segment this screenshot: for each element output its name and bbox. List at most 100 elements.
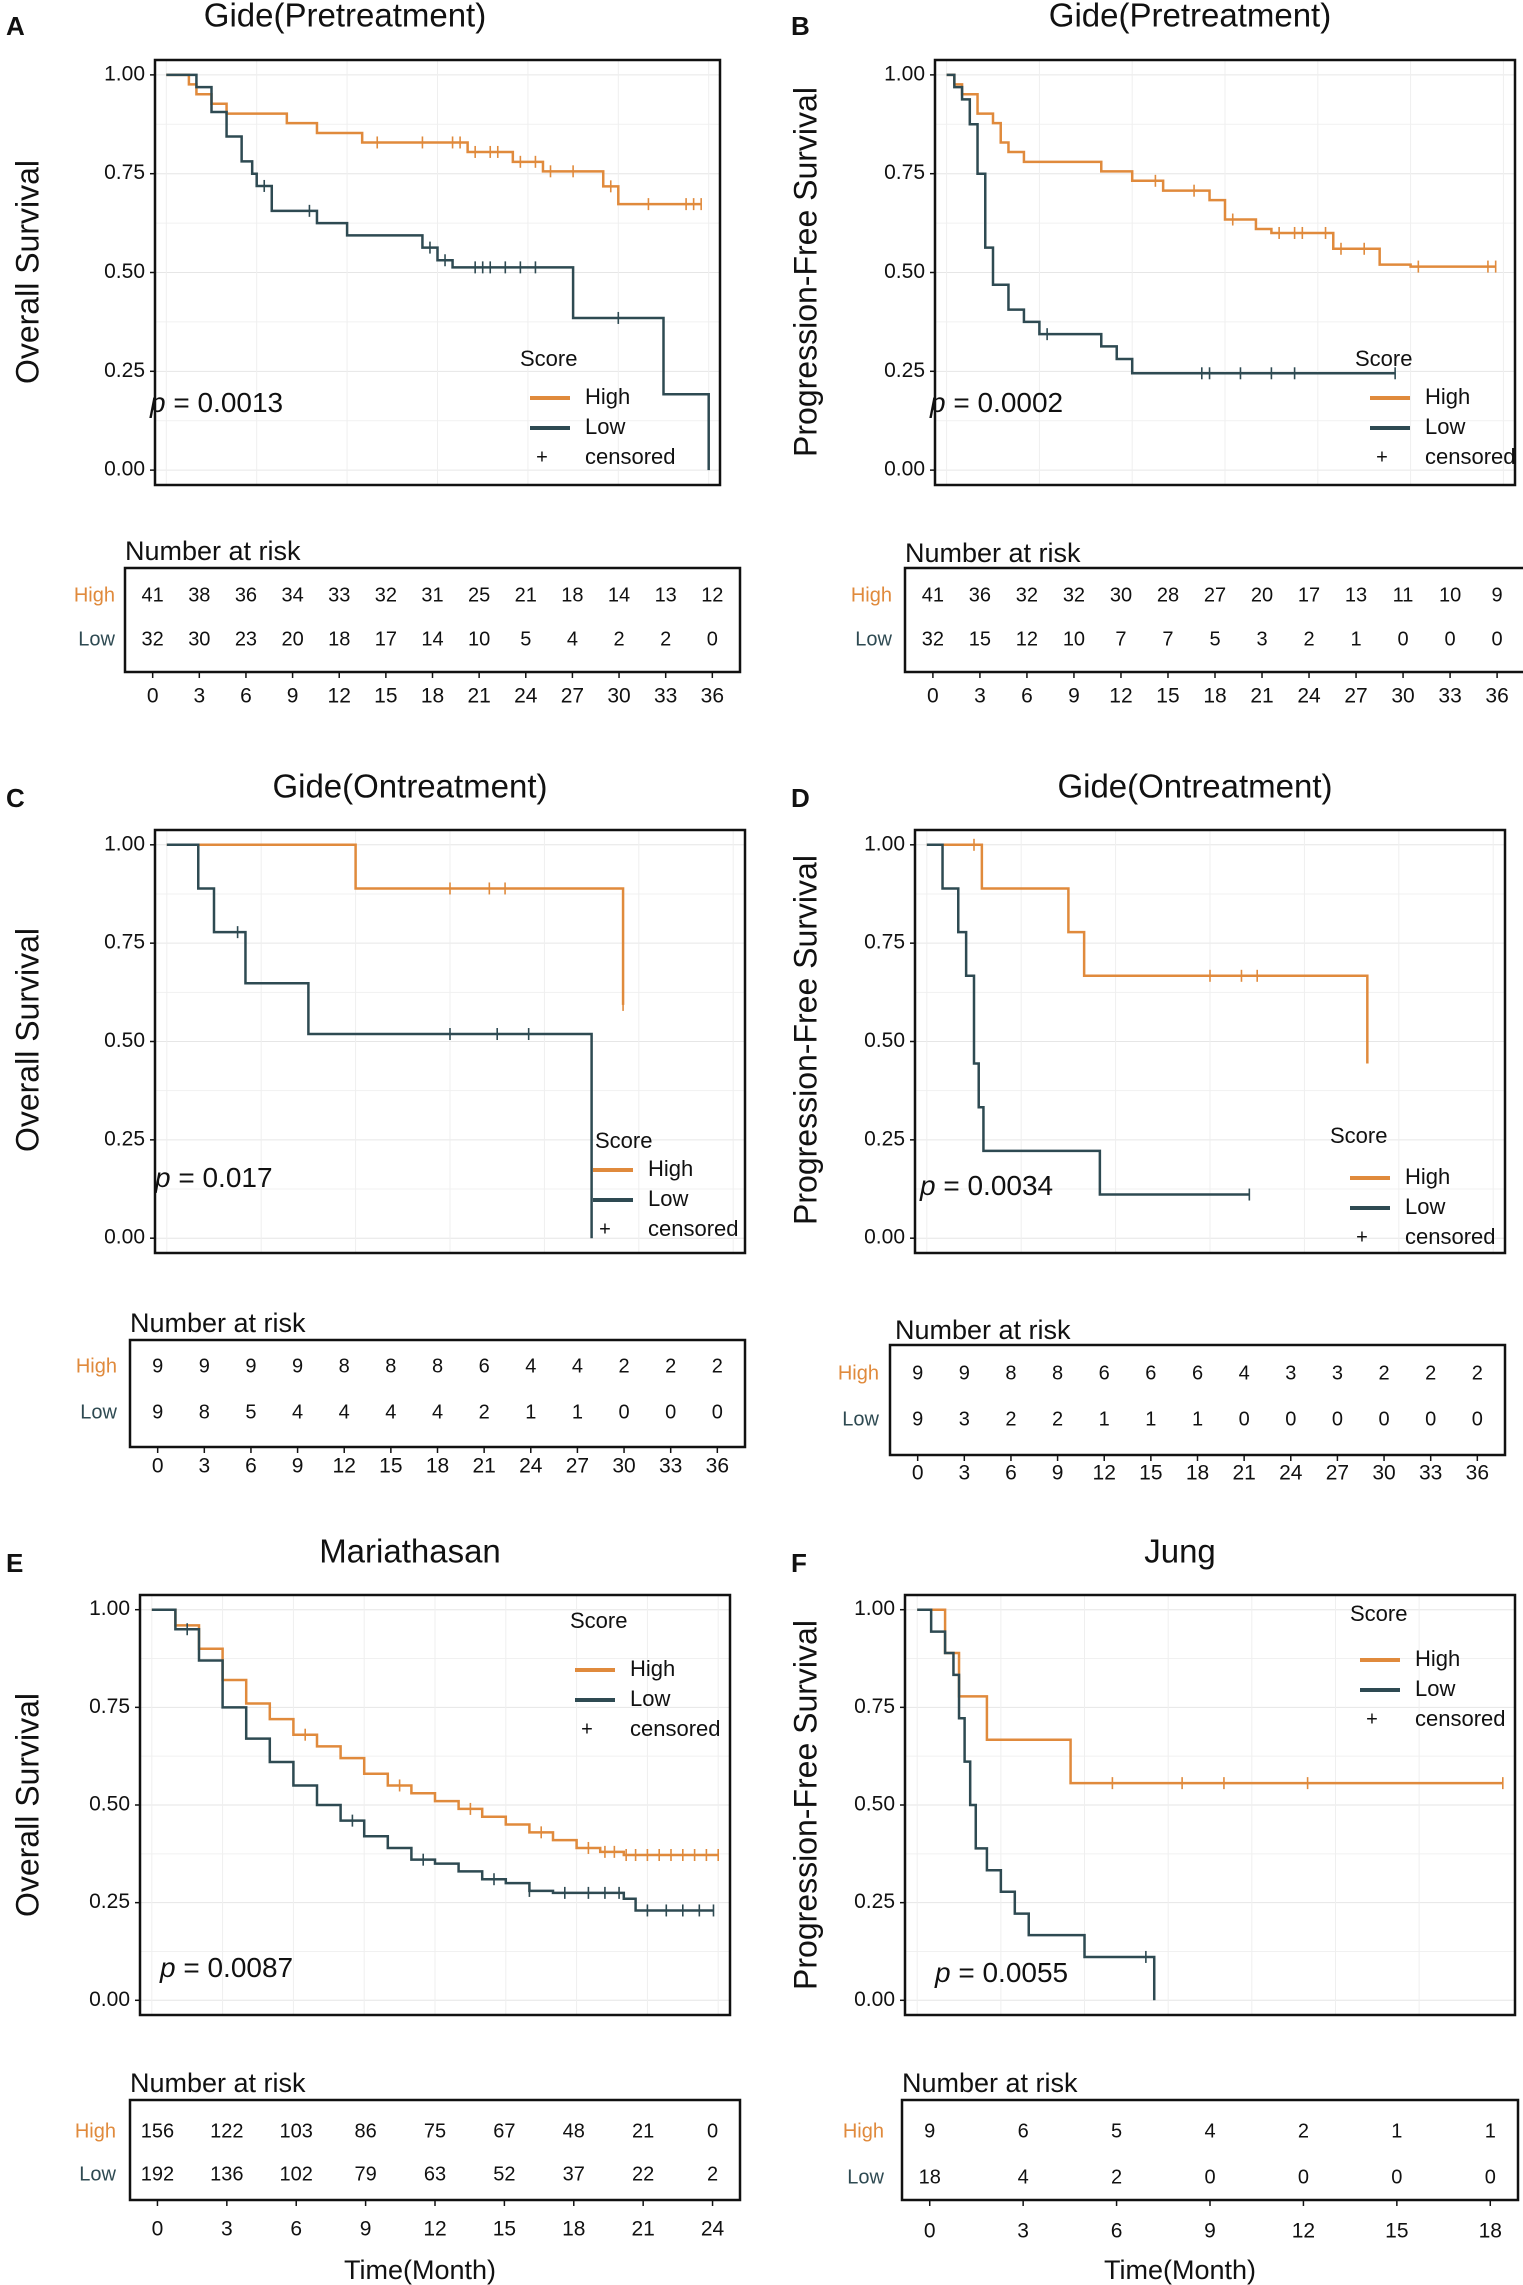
risk-count-low-d-10: 0	[1378, 1408, 1389, 1430]
risk-count-low-c-11: 0	[665, 1401, 676, 1423]
chart-title-e: Mariathasan	[319, 1533, 501, 1570]
x-tick-label-d-4: 12	[1093, 1462, 1116, 1485]
x-tick-label-c-8: 24	[519, 1455, 543, 1478]
risk-count-low-d-6: 1	[1192, 1408, 1203, 1430]
x-tick-label-c-6: 18	[426, 1455, 449, 1478]
risk-count-low-c-10: 0	[618, 1401, 629, 1423]
x-axis-label-e: Time(Month)	[344, 2255, 496, 2285]
risk-count-low-f-3: 0	[1204, 2166, 1215, 2188]
legend-title-f: Score	[1350, 1601, 1407, 1626]
x-tick-label-b-2: 6	[1021, 685, 1033, 708]
x-tick-label-b-7: 21	[1250, 685, 1273, 708]
panel-letter-d: D	[791, 783, 810, 813]
risk-count-low-d-4: 1	[1099, 1408, 1110, 1430]
y-axis-label-b: Progression-Free Survival	[787, 87, 823, 457]
risk-count-high-d-1: 9	[959, 1362, 970, 1384]
risk-count-high-a-8: 21	[515, 584, 537, 606]
risk-count-low-c-7: 2	[479, 1401, 490, 1423]
x-tick-label-a-6: 18	[421, 685, 444, 708]
x-tick-label-b-3: 9	[1068, 685, 1080, 708]
risk-count-low-b-7: 3	[1256, 628, 1267, 650]
x-tick-label-d-0: 0	[912, 1462, 924, 1485]
risk-title-a: Number at risk	[125, 536, 301, 566]
x-tick-label-c-9: 27	[566, 1455, 589, 1478]
x-tick-label-e-3: 9	[360, 2218, 372, 2241]
risk-count-low-b-3: 10	[1063, 628, 1085, 650]
panel-letter-c: C	[6, 783, 25, 813]
risk-count-high-f-4: 2	[1298, 2120, 1309, 2142]
risk-count-low-d-12: 0	[1472, 1408, 1483, 1430]
y-tick-label-b-4: 1.00	[884, 62, 925, 85]
risk-count-low-c-6: 4	[432, 1401, 443, 1423]
risk-count-high-d-4: 6	[1099, 1362, 1110, 1384]
x-tick-label-c-3: 9	[292, 1455, 304, 1478]
y-axis-label-e: Overall Survival	[9, 1693, 45, 1917]
risk-count-low-b-10: 0	[1398, 628, 1409, 650]
x-tick-label-b-6: 18	[1203, 685, 1226, 708]
x-tick-label-b-8: 24	[1297, 685, 1321, 708]
risk-count-high-f-2: 5	[1111, 2120, 1122, 2142]
y-axis-label-c: Overall Survival	[9, 928, 45, 1152]
x-tick-label-a-4: 12	[328, 685, 351, 708]
y-tick-label-f-2: 0.50	[854, 1793, 895, 1816]
x-tick-label-e-4: 12	[423, 2218, 446, 2241]
risk-count-low-a-2: 23	[235, 628, 257, 650]
chart-title-b: Gide(Pretreatment)	[1049, 0, 1331, 34]
risk-row-label-low-a: Low	[78, 628, 115, 650]
y-tick-label-d-1: 0.25	[864, 1127, 905, 1150]
x-tick-label-a-10: 30	[607, 685, 630, 708]
y-tick-label-c-2: 0.50	[104, 1029, 145, 1052]
x-tick-label-c-12: 36	[706, 1455, 729, 1478]
x-tick-label-b-10: 30	[1391, 685, 1414, 708]
risk-count-high-c-9: 4	[572, 1355, 583, 1377]
risk-count-low-b-1: 15	[969, 628, 991, 650]
risk-count-high-b-2: 32	[1016, 584, 1038, 606]
risk-count-low-e-6: 37	[563, 2163, 585, 2185]
risk-count-high-b-7: 20	[1251, 584, 1273, 606]
x-tick-label-f-1: 3	[1017, 2220, 1029, 2243]
x-tick-label-c-5: 15	[379, 1455, 402, 1478]
legend-label-censored-f: censored	[1415, 1706, 1506, 1731]
p-value-d: p = 0.0034	[919, 1170, 1053, 1201]
panel-letter-b: B	[791, 11, 810, 41]
risk-count-low-b-2: 12	[1016, 628, 1038, 650]
risk-count-high-e-1: 122	[210, 2120, 243, 2142]
risk-count-high-b-5: 28	[1157, 584, 1179, 606]
risk-count-low-d-0: 9	[912, 1408, 923, 1430]
legend-label-censored-b: censored	[1425, 444, 1516, 469]
risk-title-c: Number at risk	[130, 1308, 306, 1338]
km-curve-low-b	[946, 73, 1396, 375]
risk-count-low-c-12: 0	[712, 1401, 723, 1423]
risk-row-label-high-f: High	[843, 2120, 884, 2142]
risk-count-high-b-9: 13	[1345, 584, 1367, 606]
x-tick-label-d-5: 15	[1139, 1462, 1162, 1485]
risk-count-low-b-9: 1	[1350, 628, 1361, 650]
risk-count-high-e-4: 75	[424, 2120, 446, 2142]
risk-count-low-f-6: 0	[1485, 2166, 1496, 2188]
km-curve-low-c	[166, 843, 593, 1239]
risk-count-high-a-9: 18	[561, 584, 583, 606]
x-tick-label-f-4: 12	[1292, 2220, 1315, 2243]
x-tick-label-f-6: 18	[1479, 2220, 1502, 2243]
risk-row-label-high-b: High	[851, 584, 892, 606]
p-number-f: = 0.0055	[951, 1957, 1069, 1988]
x-tick-label-c-7: 21	[472, 1455, 495, 1478]
x-tick-label-d-11: 33	[1419, 1462, 1442, 1485]
risk-count-high-f-5: 1	[1391, 2120, 1402, 2142]
y-tick-label-d-0: 0.00	[864, 1226, 905, 1249]
risk-count-low-b-8: 2	[1303, 628, 1314, 650]
risk-count-high-f-3: 4	[1204, 2120, 1215, 2142]
risk-count-high-c-12: 2	[712, 1355, 723, 1377]
risk-count-high-c-0: 9	[152, 1355, 163, 1377]
y-axis-label-a: Overall Survival	[9, 160, 45, 384]
risk-count-high-a-0: 41	[142, 584, 164, 606]
risk-count-low-a-0: 32	[142, 628, 164, 650]
risk-count-high-b-4: 30	[1110, 584, 1132, 606]
y-tick-label-e-2: 0.50	[89, 1793, 130, 1816]
legend-label-high-e: High	[630, 1656, 675, 1681]
risk-count-low-a-4: 18	[328, 628, 350, 650]
p-value-e: p = 0.0087	[159, 1952, 293, 1983]
y-tick-label-c-4: 1.00	[104, 832, 145, 855]
risk-count-low-e-1: 136	[210, 2163, 243, 2185]
risk-count-low-b-6: 5	[1209, 628, 1220, 650]
